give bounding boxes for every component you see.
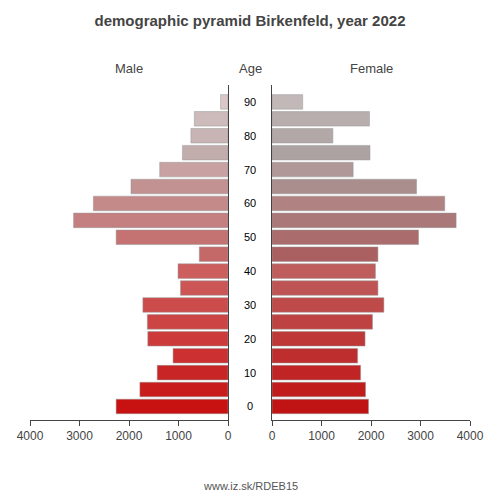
svg-text:Age: Age bbox=[239, 61, 262, 76]
svg-text:0: 0 bbox=[269, 429, 276, 443]
svg-text:60: 60 bbox=[244, 197, 256, 209]
svg-text:Female: Female bbox=[350, 61, 393, 76]
svg-text:50: 50 bbox=[244, 231, 256, 243]
svg-text:2000: 2000 bbox=[358, 429, 385, 443]
svg-text:demographic pyramid Birkenfeld: demographic pyramid Birkenfeld, year 202… bbox=[95, 12, 406, 29]
svg-text:0: 0 bbox=[247, 400, 253, 412]
svg-text:10: 10 bbox=[244, 367, 256, 379]
svg-text:Male: Male bbox=[115, 61, 143, 76]
svg-text:30: 30 bbox=[244, 299, 256, 311]
svg-text:4000: 4000 bbox=[17, 429, 44, 443]
svg-text:1000: 1000 bbox=[165, 429, 192, 443]
svg-text:80: 80 bbox=[244, 130, 256, 142]
svg-text:2000: 2000 bbox=[116, 429, 143, 443]
svg-text:3000: 3000 bbox=[66, 429, 93, 443]
svg-text:20: 20 bbox=[244, 333, 256, 345]
svg-text:70: 70 bbox=[244, 164, 256, 176]
svg-text:www.iz.sk/RDEB15: www.iz.sk/RDEB15 bbox=[203, 480, 298, 492]
svg-text:40: 40 bbox=[244, 265, 256, 277]
svg-text:4000: 4000 bbox=[457, 429, 484, 443]
svg-text:90: 90 bbox=[244, 96, 256, 108]
svg-text:0: 0 bbox=[225, 429, 232, 443]
svg-text:1000: 1000 bbox=[308, 429, 335, 443]
svg-text:3000: 3000 bbox=[407, 429, 434, 443]
